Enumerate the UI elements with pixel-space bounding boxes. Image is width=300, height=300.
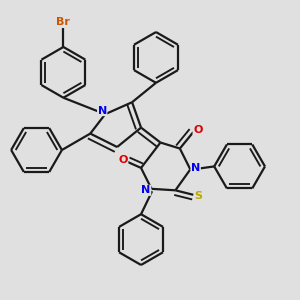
Text: N: N bbox=[98, 106, 107, 116]
Text: Br: Br bbox=[56, 17, 70, 28]
Text: S: S bbox=[195, 191, 203, 201]
Text: N: N bbox=[142, 185, 151, 195]
Text: O: O bbox=[118, 154, 128, 165]
Text: N: N bbox=[191, 163, 200, 173]
Text: O: O bbox=[193, 125, 203, 135]
